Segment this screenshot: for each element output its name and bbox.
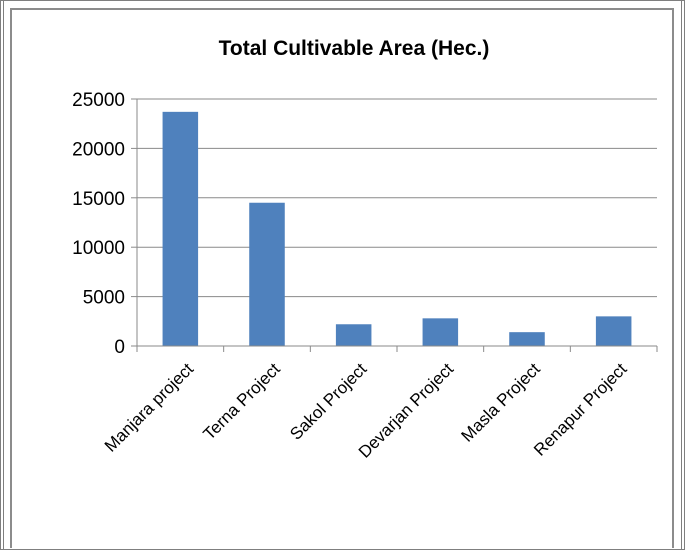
x-tick-labels: Manjara project Terna Project Sakol Projec… (101, 359, 631, 461)
frame-right-line (681, 0, 682, 550)
bar (249, 202, 285, 346)
y-tick-label: 20000 (72, 139, 125, 160)
bar (422, 318, 459, 346)
chart-title: Total Cultivable Area (Hec.) (219, 37, 490, 60)
bars (162, 111, 632, 347)
bar (162, 111, 199, 347)
y-tick-label: 25000 (72, 90, 125, 111)
bar (595, 316, 632, 346)
y-tick-label: 5000 (83, 288, 125, 309)
x-tick-label: Devarjan Project (355, 359, 457, 461)
bar-chart: Total Cultivable Area (Hec.) 0 5000 10000 1… (72, 37, 658, 462)
chart-container: Total Cultivable Area (Hec.) 0 5000 10000 1… (10, 8, 674, 548)
x-tick-label: Masla Project (458, 359, 544, 445)
x-tick-label: Sakol Project (286, 359, 370, 443)
bar (509, 332, 545, 346)
y-tick-labels: 0 5000 10000 15000 20000 25000 (72, 90, 125, 358)
y-tick-label: 15000 (72, 189, 125, 210)
y-tick-label: 0 (114, 337, 125, 358)
axes (131, 98, 658, 352)
x-tick-label: Terna Project (200, 359, 284, 443)
y-tick-label: 10000 (72, 238, 125, 259)
bar (335, 324, 372, 346)
x-tick-label: Renapur Project (530, 359, 630, 459)
x-tick-label: Manjara project (101, 359, 197, 455)
frame-left-line (3, 0, 4, 550)
gridlines (137, 98, 657, 298)
